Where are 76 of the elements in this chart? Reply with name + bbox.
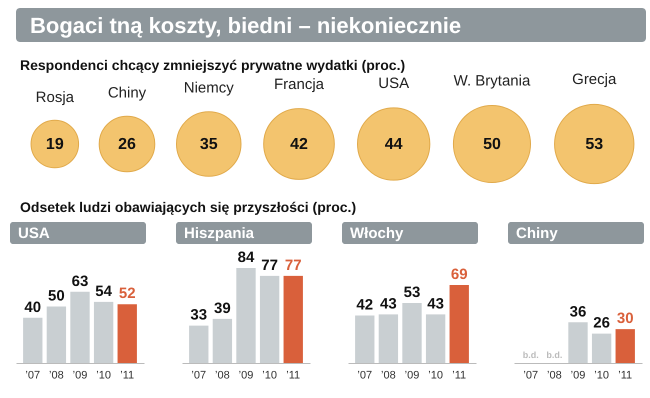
- chart-title: Hiszpania: [184, 225, 255, 242]
- x-tick-label: ’09: [570, 370, 586, 382]
- chart-title: Włochy: [350, 225, 404, 242]
- data-label: 36: [570, 303, 586, 320]
- data-label: 69: [450, 266, 468, 283]
- category-label: Francja: [274, 76, 325, 94]
- data-label: 43: [380, 295, 397, 312]
- x-tick-label: ’10: [594, 370, 609, 382]
- text: Respondenci chcący zmniejszyć prywatne wydatki (proc.): [20, 57, 406, 73]
- x-tick-label: ’10: [262, 370, 277, 382]
- data-label: 26: [593, 314, 610, 332]
- x-tick-label: ’10: [428, 370, 443, 382]
- bar: [94, 302, 114, 363]
- bar: [260, 276, 280, 363]
- data-label: 63: [72, 272, 88, 290]
- data-label: 30: [616, 310, 634, 328]
- category-label: Chiny: [108, 84, 147, 102]
- data-label: 42: [356, 296, 374, 314]
- data-label: 19: [46, 136, 64, 153]
- bar: [284, 276, 303, 363]
- bar: [118, 304, 137, 363]
- data-label: 50: [48, 287, 65, 304]
- bar: [212, 318, 232, 363]
- chart-title: USA: [18, 225, 50, 242]
- bar: [236, 268, 256, 363]
- x-tick-label: ’09: [72, 370, 88, 382]
- x-tick-label: ’10: [96, 370, 111, 382]
- data-label: 42: [290, 136, 308, 153]
- category-label: Niemcy: [184, 80, 234, 97]
- x-tick-label: ’11: [286, 370, 300, 382]
- text: b.d.: [546, 350, 562, 360]
- category-label: USA: [378, 75, 410, 92]
- data-label: 54: [95, 282, 113, 300]
- category-label: W. Brytania: [454, 72, 531, 90]
- bar: [355, 316, 374, 363]
- bar: [70, 292, 90, 363]
- data-label: 84: [238, 249, 255, 266]
- bar: [426, 314, 446, 363]
- data-label: 35: [200, 136, 218, 153]
- bar: [23, 318, 42, 363]
- x-tick-label: ’07: [25, 370, 40, 382]
- data-label: 40: [24, 298, 42, 316]
- data-label: 53: [585, 136, 604, 153]
- bar: [378, 314, 398, 363]
- category-label: Grecja: [572, 71, 617, 88]
- x-tick-label: ’09: [404, 370, 420, 382]
- x-tick-label: ’07: [357, 370, 372, 382]
- bar: [189, 326, 208, 363]
- text: Odsetek ludzi obawiających się przyszłości (proc.): [20, 199, 356, 215]
- x-tick-label: ’08: [547, 370, 562, 382]
- x-tick-label: ’08: [381, 370, 396, 382]
- data-label: 50: [483, 136, 501, 153]
- data-label: 77: [284, 256, 302, 274]
- bar: [46, 306, 66, 363]
- data-label: 43: [427, 295, 444, 312]
- chart-title: Chiny: [516, 225, 558, 242]
- x-tick-label: ’08: [49, 370, 64, 382]
- x-tick-label: ’09: [238, 370, 254, 382]
- data-label: 44: [384, 136, 403, 153]
- data-label: 26: [118, 136, 136, 153]
- text: b.d.: [522, 350, 539, 360]
- bar: [402, 303, 422, 363]
- text: Bogaci tną koszty, biedni – niekoniecznie: [30, 13, 462, 38]
- bar: [450, 284, 469, 363]
- data-label: 52: [118, 285, 136, 302]
- x-tick-label: ’11: [120, 370, 134, 382]
- x-tick-label: ’07: [523, 370, 538, 382]
- category-label: Rosja: [36, 89, 75, 106]
- data-label: 33: [190, 306, 208, 324]
- data-label: 53: [404, 284, 420, 302]
- x-tick-label: ’08: [215, 370, 230, 382]
- data-label: 77: [261, 256, 278, 274]
- x-tick-label: ’07: [191, 370, 206, 382]
- x-tick-label: ’11: [618, 370, 632, 382]
- data-label: 39: [214, 300, 231, 317]
- x-tick-label: ’11: [452, 370, 466, 382]
